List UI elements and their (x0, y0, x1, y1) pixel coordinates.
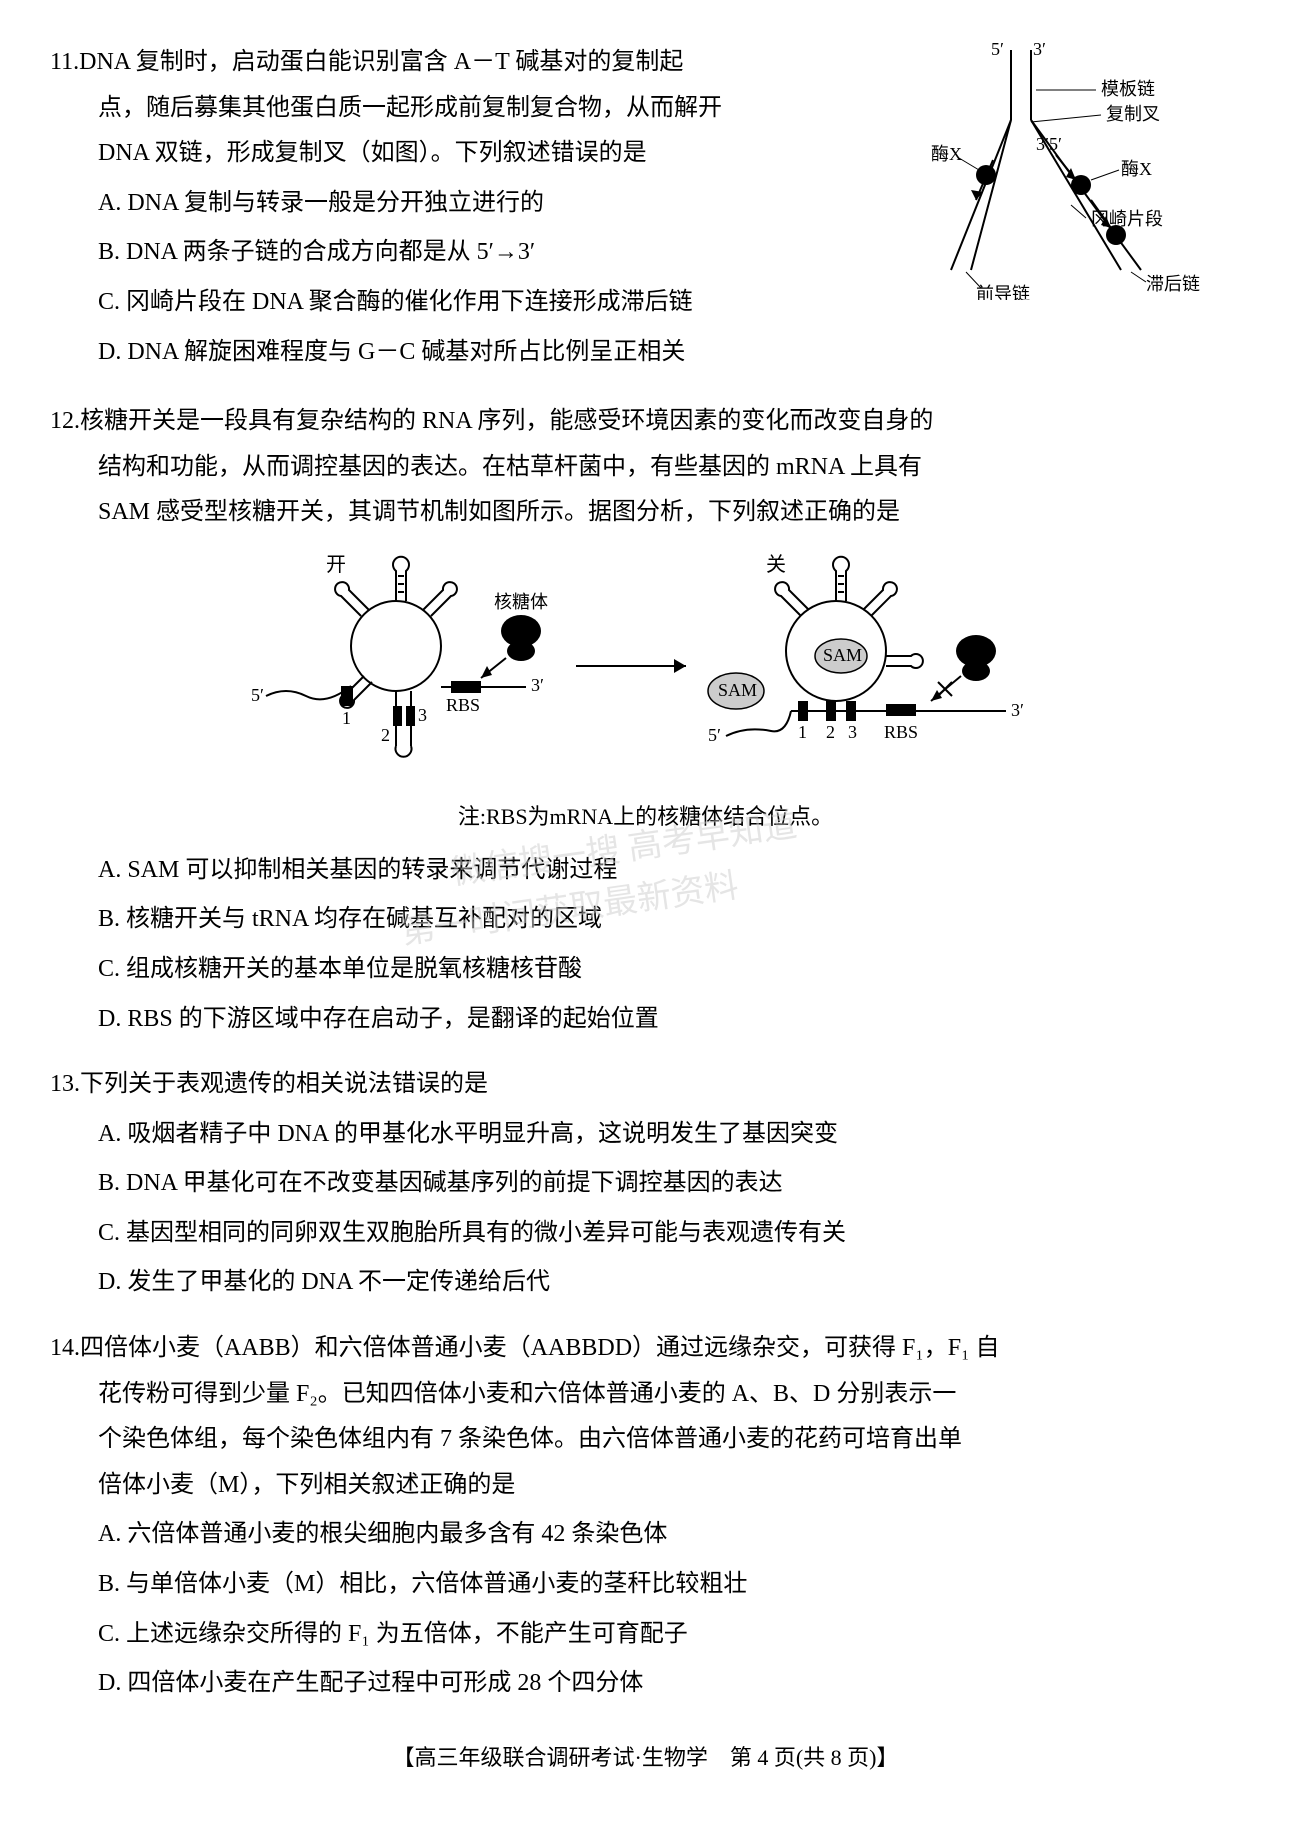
q11-label-enzymeX1: 酶X (931, 144, 962, 164)
q12-label-closed: 关 (766, 553, 786, 576)
q14-options: A. 六倍体普通小麦的根尖细胞内最多含有 42 条染色体 B. 与单倍体小麦（M… (50, 1512, 1241, 1706)
q12-option-a: A. SAM 可以抑制相关基因的转录来调节代谢过程 (98, 848, 1241, 894)
q11-label-template: 模板链 (1101, 79, 1155, 99)
q14-option-c: C. 上述远缘杂交所得的 F₁ 为五倍体，不能产生可育配子 (98, 1612, 1241, 1658)
q11-label-enzymeX2: 酶X (1121, 159, 1152, 179)
question-12: 12.核糖开关是一段具有复杂结构的 RNA 序列，能感受环境因素的变化而改变自身… (50, 399, 1241, 1042)
q11-label-lagging: 滞后链 (1146, 274, 1200, 294)
q12-right-n1: 1 (798, 722, 807, 742)
q12-right-5p: 5′ (708, 725, 721, 745)
q11-label-okazaki: 冈崎片段 (1091, 209, 1163, 229)
q13-option-d: D. 发生了甲基化的 DNA 不一定传递给后代 (98, 1260, 1241, 1306)
q12-option-c: C. 组成核糖开关的基本单位是脱氧核糖核苷酸 (98, 947, 1241, 993)
q12-options: A. SAM 可以抑制相关基因的转录来调节代谢过程 B. 核糖开关与 tRNA … (50, 848, 1241, 1042)
question-14: 14.四倍体小麦（AABB）和六倍体普通小麦（AABBDD）通过远缘杂交，可获得… (50, 1326, 1241, 1707)
question-11: 11.DNA 复制时，启动蛋白能识别富含 A－T 碱基对的复制起 点，随后募集其… (50, 40, 1241, 379)
q13-options: A. 吸烟者精子中 DNA 的甲基化水平明显升高，这说明发生了基因突变 B. D… (50, 1112, 1241, 1306)
q11-option-c: C. 冈崎片段在 DNA 聚合酶的催化作用下连接形成滞后链 (98, 280, 911, 326)
q11-label-3p: 3′ (1033, 40, 1046, 59)
question-13: 13.下列关于表观遗传的相关说法错误的是 A. 吸烟者精子中 DNA 的甲基化水… (50, 1062, 1241, 1306)
q14-stem-line2: 花传粉可得到少量 F₂。已知四倍体小麦和六倍体普通小麦的 A、B、D 分别表示一 (50, 1372, 1241, 1418)
q12-left-3p: 3′ (531, 675, 544, 695)
q11-label-leading: 前导链 (976, 284, 1030, 300)
q12-figure: 开 5′ 1 2 3 (246, 546, 1046, 786)
ribosome-icon-right (956, 635, 996, 681)
q12-left-n2: 2 (381, 725, 390, 745)
q13-option-b: B. DNA 甲基化可在不改变基因碱基序列的前提下调控基因的表达 (98, 1161, 1241, 1207)
q12-label-open: 开 (326, 554, 346, 576)
q12-right-rbs: RBS (884, 722, 918, 742)
q13-stem: 13.下列关于表观遗传的相关说法错误的是 (50, 1062, 1241, 1108)
q14-option-d: D. 四倍体小麦在产生配子过程中可形成 28 个四分体 (98, 1661, 1241, 1707)
q14-stem-line1: 14.四倍体小麦（AABB）和六倍体普通小麦（AABBDD）通过远缘杂交，可获得… (50, 1326, 1241, 1372)
q14-stem-line4: 倍体小麦（M），下列相关叙述正确的是 (50, 1463, 1241, 1509)
q13-number: 13. (50, 1071, 80, 1097)
q12-sam1: SAM (718, 680, 757, 700)
q11-options: A. DNA 复制与转录一般是分开独立进行的 B. DNA 两条子链的合成方向都… (50, 181, 911, 375)
q12-stem-line3: SAM 感受型核糖开关，其调节机制如图所示。据图分析，下列叙述正确的是 (50, 490, 1241, 536)
q11-stem-line2: 点，随后募集其他蛋白质一起形成前复制复合物，从而解开 (50, 86, 911, 132)
q12-option-d: D. RBS 的下游区域中存在启动子，是翻译的起始位置 (98, 997, 1241, 1043)
q12-right-n2: 2 (826, 722, 835, 742)
q11-label-fork: 复制叉 (1106, 104, 1160, 124)
q11-option-a: A. DNA 复制与转录一般是分开独立进行的 (98, 181, 911, 227)
q12-right-n3: 3 (848, 722, 857, 742)
q11-stem-line3: DNA 双链，形成复制叉（如图）。下列叙述错误的是 (50, 131, 911, 177)
q12-sam2: SAM (823, 645, 862, 665)
q12-left-rbs: RBS (446, 695, 480, 715)
q11-label-5p: 5′ (991, 40, 1004, 59)
q14-option-a: A. 六倍体普通小麦的根尖细胞内最多含有 42 条染色体 (98, 1512, 1241, 1558)
q12-stem-line2: 结构和功能，从而调控基因的表达。在枯草杆菌中，有些基因的 mRNA 上具有 (50, 445, 1241, 491)
q11-option-b: B. DNA 两条子链的合成方向都是从 5′→3′ (98, 230, 911, 276)
q14-stem-line3: 个染色体组，每个染色体组内有 7 条染色体。由六倍体普通小麦的花药可培育出单 (50, 1417, 1241, 1463)
q12-left-5p: 5′ (251, 685, 264, 705)
q14-number: 14. (50, 1335, 80, 1361)
q12-label-ribosome: 核糖体 (494, 592, 548, 612)
q11-option-d: D. DNA 解旋困难程度与 G－C 碱基对所占比例呈正相关 (98, 330, 911, 376)
q12-option-b: B. 核糖开关与 tRNA 均存在碱基互补配对的区域 (98, 897, 1241, 943)
q12-right-3p: 3′ (1011, 700, 1024, 720)
q12-number: 12. (50, 408, 80, 434)
q11-number: 11. (50, 49, 79, 75)
q13-option-c: C. 基因型相同的同卵双生双胞胎所具有的微小差异可能与表观遗传有关 (98, 1211, 1241, 1257)
q12-left-n1: 1 (342, 708, 351, 728)
page-footer: 【高三年级联合调研考试·生物学 第 4 页(共 8 页)】 (50, 1737, 1241, 1779)
ribosome-icon (501, 615, 541, 661)
q12-left-n3: 3 (418, 705, 427, 725)
q11-label-3p5p: 3′5′ (1036, 134, 1062, 154)
q14-option-b: B. 与单倍体小麦（M）相比，六倍体普通小麦的茎秆比较粗壮 (98, 1562, 1241, 1608)
q11-figure: 5′ 3′ 模板链 复制叉 酶X 酶X (921, 40, 1241, 300)
q13-option-a: A. 吸烟者精子中 DNA 的甲基化水平明显升高，这说明发生了基因突变 (98, 1112, 1241, 1158)
q12-note: 注:RBS为mRNA上的核糖体结合位点。 (50, 796, 1241, 838)
q12-stem-line1: 12.核糖开关是一段具有复杂结构的 RNA 序列，能感受环境因素的变化而改变自身… (50, 399, 1241, 445)
q11-stem-line1: 11.DNA 复制时，启动蛋白能识别富含 A－T 碱基对的复制起 (50, 40, 911, 86)
